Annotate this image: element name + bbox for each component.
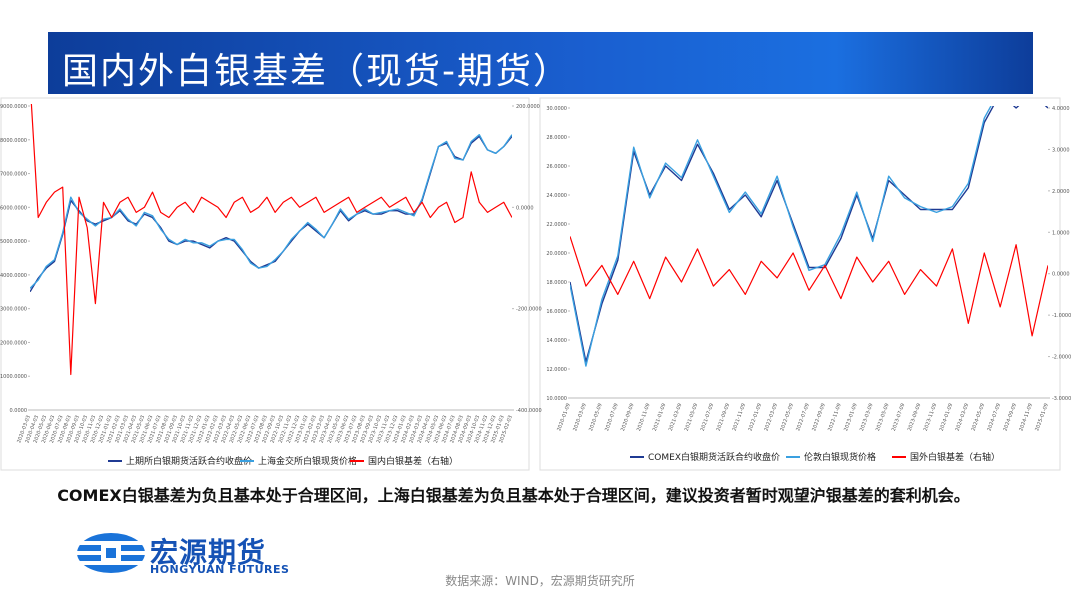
y-tick-label: 1000.0000 (0, 374, 27, 380)
logo-mark (75, 533, 147, 573)
y2-tick-label: 0.0000 (516, 205, 534, 211)
y-tick-label: 18.0000 (546, 280, 567, 286)
charts: 0.0000 1000.0000 2000.0000 3000.0000 4000.00… (0, 97, 1071, 471)
y-tick-label: 3000.0000 (0, 307, 27, 313)
y2-tick-label: 2.0000 (1052, 189, 1070, 195)
y-tick-label: 22.0000 (546, 222, 567, 228)
legend-label: 国外白银基差（右轴） (910, 451, 1000, 463)
legend-label: 国内白银基差（右轴） (368, 455, 458, 467)
y-tick-label: 16.0000 (546, 309, 567, 315)
plot-area (30, 104, 512, 376)
caption: COMEX白银基差为负且基本处于合理区间，上海白银基差为负且基本处于合理区间，建… (57, 486, 970, 505)
y2-tick-label: 4.0000 (1052, 106, 1070, 112)
y-tick-label: 26.0000 (546, 164, 567, 170)
y2-tick-label: -400.0000 (516, 408, 542, 414)
y2-tick-label: -1.0000 (1052, 313, 1071, 319)
series-line (570, 236, 1048, 337)
y-tick-label: 7000.0000 (0, 172, 27, 178)
chart-frame (0, 97, 530, 471)
y-tick-label: 12.0000 (546, 367, 567, 373)
y-tick-label: 0.0000 (10, 408, 28, 414)
series-line (30, 104, 512, 376)
y-tick-label: 5000.0000 (0, 239, 27, 245)
series-line (570, 106, 1048, 363)
y2-tick-label: 200.0000 (516, 104, 540, 110)
source-note: 数据来源：WIND，宏源期货研究所 (445, 574, 635, 588)
series-line (570, 106, 992, 367)
series-line (30, 134, 512, 289)
y-tick-label: 24.0000 (546, 193, 567, 199)
logo-english: HONGYUAN FUTURES (150, 563, 290, 576)
y-tick-label: 10.0000 (546, 396, 567, 402)
title-banner (48, 32, 1033, 94)
y-tick-label: 28.0000 (546, 135, 567, 141)
y2-tick-label: 3.0000 (1052, 147, 1070, 153)
legend-label: 上海金交所白银现货价格 (258, 455, 357, 467)
plot-area (570, 106, 1048, 367)
y-tick-label: 20.0000 (546, 251, 567, 257)
legend-label: 上期所白银期货活跃合约收盘价 (126, 455, 252, 467)
y-tick-label: 14.0000 (546, 338, 567, 344)
y2-tick-label: -2.0000 (1052, 355, 1071, 361)
y-tick-label: 6000.0000 (0, 205, 27, 211)
y-tick-label: 2000.0000 (0, 340, 27, 346)
y2-tick-label: -200.0000 (516, 307, 542, 313)
slide-title: 国内外白银基差（现货-期货） (62, 51, 571, 92)
logo-name: 宏源期货 (150, 536, 267, 569)
y2-tick-label: 1.0000 (1052, 230, 1070, 236)
y-tick-label: 4000.0000 (0, 273, 27, 279)
y2-tick-label: -3.0000 (1052, 396, 1071, 402)
legend-label: 伦敦白银现货价格 (804, 451, 876, 463)
legend-label: COMEX白银期货活跃合约收盘价 (648, 451, 780, 463)
y2-tick-label: 0.0000 (1052, 272, 1070, 278)
y-tick-label: 30.0000 (546, 106, 567, 112)
y-tick-label: 9000.0000 (0, 104, 27, 110)
y-tick-label: 8000.0000 (0, 138, 27, 144)
